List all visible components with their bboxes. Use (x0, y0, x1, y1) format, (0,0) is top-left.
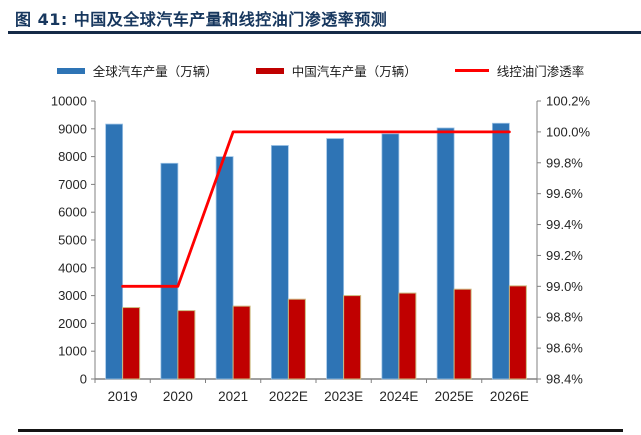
y-axis-right-tick-label: 98.8% (546, 310, 583, 325)
y-axis-left-tick-label: 5000 (58, 233, 87, 248)
x-axis-category-label: 2021 (218, 389, 248, 404)
bar-china-production-2022E (287, 298, 306, 380)
bar-global-production-2024E (381, 133, 400, 380)
legend-label: 线控油门渗透率 (496, 64, 585, 79)
bar-global-production-2025E (436, 127, 455, 380)
y-axis-left-tick-label: 9000 (58, 121, 87, 136)
y-axis-right-tick-label: 99.4% (546, 217, 583, 232)
y-axis-left-tick-label: 3000 (58, 288, 87, 303)
x-axis-category-label: 2020 (163, 389, 193, 404)
legend-item-global-production: 全球汽车产量（万辆） (56, 61, 218, 80)
y-axis-right-tick-label: 100.0% (546, 124, 591, 139)
y-axis-left-tick-label: 8000 (58, 149, 87, 164)
legend-item-penetration-rate: 线控油门渗透率 (454, 61, 585, 80)
legend-label: 全球汽车产量（万辆） (92, 64, 218, 79)
y-axis-left-tick-label: 6000 (58, 205, 87, 220)
y-axis-right-tick-label: 100.2% (546, 94, 591, 109)
bar-global-production-2023E (326, 138, 345, 380)
x-axis-category-label: 2024E (379, 389, 418, 404)
bar-china-production-2019 (122, 307, 141, 380)
bar-global-production-2020 (160, 162, 179, 380)
bar-global-production-2022E (270, 145, 289, 380)
figure-title: 图 41: 中国及全球汽车产量和线控油门渗透率预测 (15, 10, 388, 29)
x-axis-category-label: 2026E (490, 389, 529, 404)
bar-china-production-2020 (177, 310, 196, 380)
y-axis-left-tick-label: 10000 (51, 94, 87, 109)
x-axis-category-label: 2019 (108, 389, 138, 404)
y-axis-right-tick-label: 99.2% (546, 248, 583, 263)
y-axis-left-tick-label: 1000 (58, 344, 87, 359)
bar-china-production-2021 (232, 305, 251, 380)
bar-global-production-2019 (105, 123, 124, 380)
legend-item-china-production: 中国汽车产量（万辆） (255, 61, 417, 80)
y-axis-right-tick-label: 99.6% (546, 186, 583, 201)
title-underline-rule (8, 31, 641, 34)
chart-legend: 全球汽车产量（万辆） 中国汽车产量（万辆） 线控油门渗透率 (0, 61, 641, 80)
bar-china-production-2026E (508, 285, 527, 380)
bar-china-production-2023E (343, 295, 362, 380)
y-axis-left-tick-label: 4000 (58, 260, 87, 275)
legend-label: 中国汽车产量（万辆） (291, 64, 417, 79)
bar-global-production-2026E (491, 122, 510, 380)
y-axis-right-tick-label: 98.4% (546, 372, 583, 387)
x-axis-category-label: 2022E (269, 389, 308, 404)
y-axis-left-tick-label: 0 (80, 372, 87, 387)
red-bar-swatch-icon (255, 67, 284, 74)
blue-bar-swatch-icon (56, 67, 85, 74)
y-axis-left-tick-label: 2000 (58, 316, 87, 331)
red-line-swatch-icon (454, 69, 489, 72)
bar-china-production-2024E (398, 292, 417, 380)
x-axis-category-label: 2025E (435, 389, 474, 404)
bar-global-production-2021 (215, 156, 234, 380)
x-axis-category-label: 2023E (324, 389, 363, 404)
bar-china-production-2025E (453, 288, 472, 380)
figure-bottom-rule (18, 429, 623, 432)
y-axis-right-tick-label: 99.0% (546, 279, 583, 294)
y-axis-left-tick-label: 7000 (58, 177, 87, 192)
y-axis-right-tick-label: 98.6% (546, 341, 583, 356)
penetration-rate-line (121, 130, 511, 288)
y-axis-right-tick-label: 99.8% (546, 155, 583, 170)
